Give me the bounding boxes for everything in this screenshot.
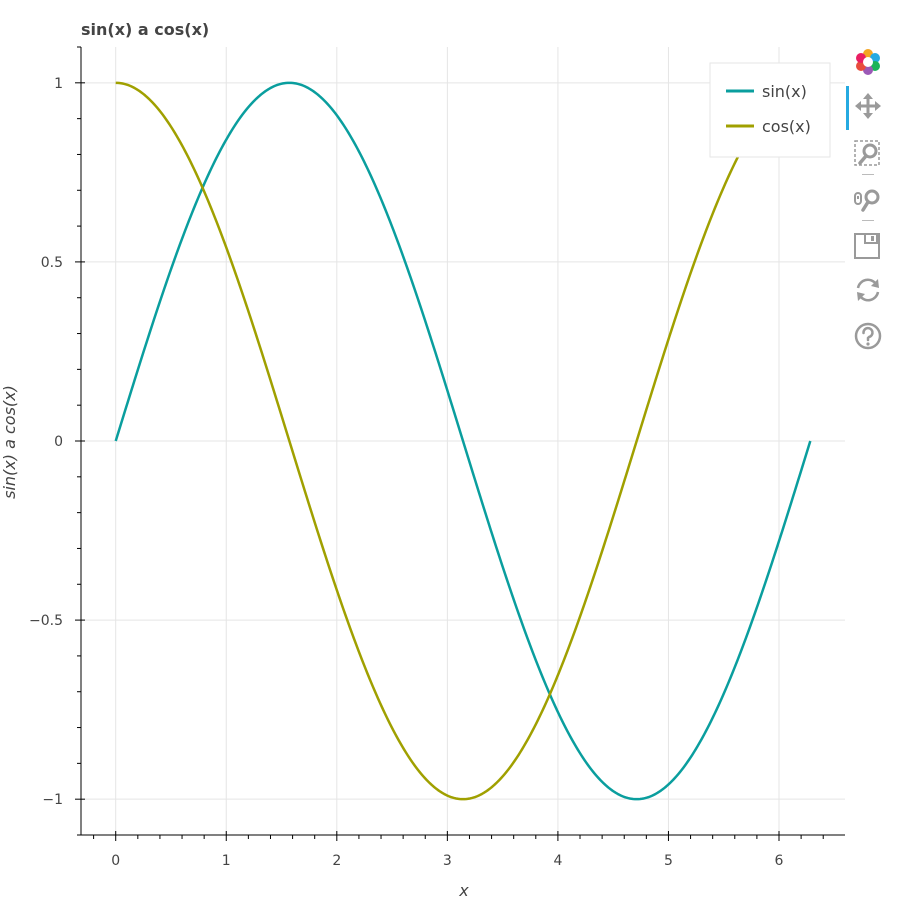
help-tool-button[interactable]: [846, 316, 890, 352]
x-tick-label: 3: [443, 853, 452, 869]
y-axis-label: sin(x) a cos(x): [0, 385, 19, 499]
plot-area[interactable]: [114, 81, 812, 801]
legend-label-cos: cos(x): [762, 117, 811, 136]
legend[interactable]: sin(x) cos(x): [709, 62, 831, 158]
box-zoom-icon: [854, 140, 880, 166]
x-tick-label: 1: [222, 853, 231, 869]
y-tick-label: 1: [54, 76, 63, 92]
y-tick-label: 0: [54, 434, 63, 450]
pan-tool-button[interactable]: [846, 86, 890, 130]
legend-label-sin: sin(x): [762, 82, 807, 101]
chart-title: sin(x) a cos(x): [81, 20, 209, 39]
x-tick-label: 2: [332, 853, 341, 869]
grid: [81, 47, 845, 835]
toolbar-separator: [862, 174, 874, 175]
y-tick-label: 0.5: [41, 255, 63, 271]
toolbar: [846, 42, 890, 362]
series-line-cos: [115, 81, 811, 801]
pan-icon: [855, 93, 881, 119]
x-tick-label: 6: [775, 853, 784, 869]
axes: 0 1 2 3 4 5 6 −1 −0.5 0 0.5 1: [29, 46, 845, 869]
save-tool-button[interactable]: [846, 226, 890, 262]
help-icon: [854, 322, 882, 350]
box-zoom-tool-button[interactable]: [846, 134, 890, 170]
series-line-sin: [114, 81, 812, 801]
legend-box: [709, 62, 831, 158]
x-axis-label: x: [458, 881, 469, 900]
bokeh-logo-icon[interactable]: [846, 42, 890, 78]
wheel-zoom-tool-button[interactable]: [846, 180, 890, 216]
reset-icon: [856, 278, 880, 302]
y-tick-label: −0.5: [29, 613, 63, 629]
reset-tool-button[interactable]: [846, 270, 890, 306]
toolbar-separator: [862, 220, 874, 221]
active-indicator: [846, 86, 849, 130]
x-tick-label: 4: [553, 853, 562, 869]
x-tick-label: 0: [111, 853, 120, 869]
x-tick-label: 5: [664, 853, 673, 869]
y-tick-label: −1: [42, 792, 63, 808]
save-icon: [854, 233, 880, 259]
wheel-zoom-icon: [854, 189, 880, 212]
